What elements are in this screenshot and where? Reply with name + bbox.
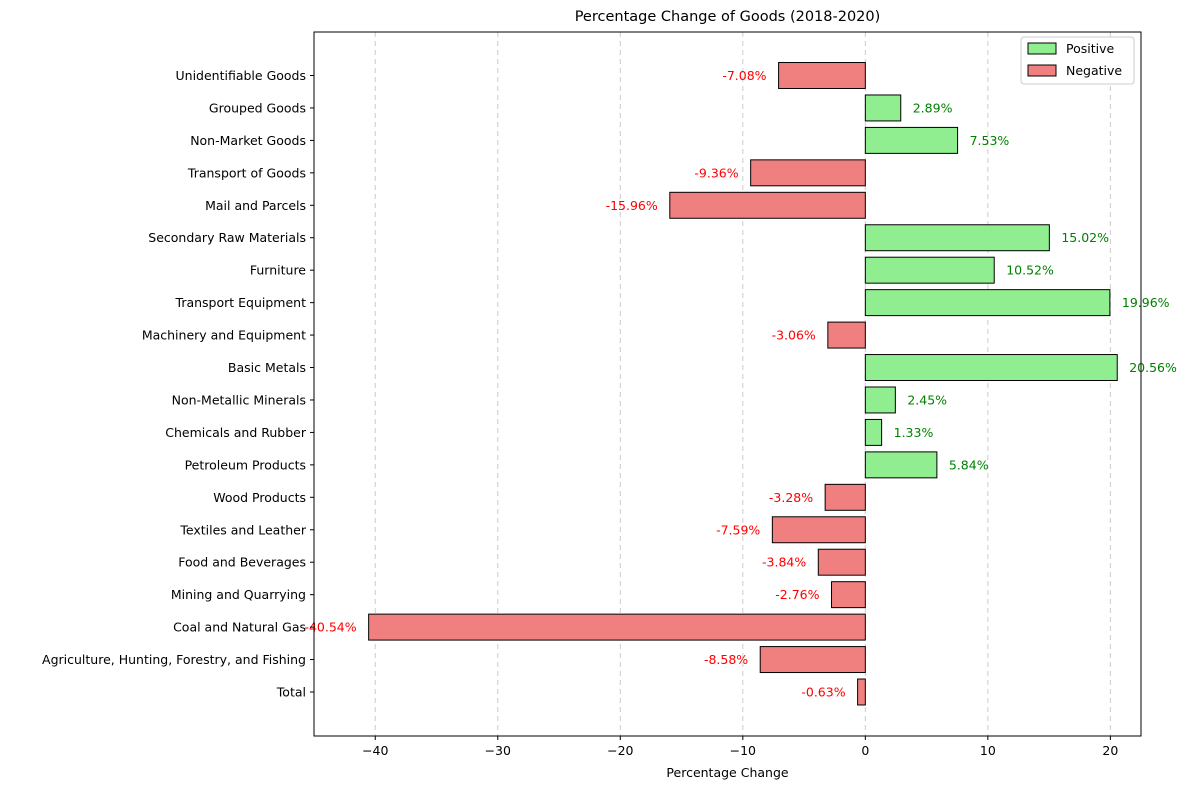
- y-tick-label: Wood Products: [213, 490, 306, 505]
- bar: [857, 678, 866, 706]
- bar: [864, 289, 1111, 317]
- x-tick-label: 10: [980, 743, 996, 758]
- data-label: -8.58%: [704, 652, 748, 667]
- legend: Positive Negative: [1020, 36, 1135, 85]
- bar: [750, 159, 866, 187]
- bar: [864, 354, 1118, 382]
- bar: [824, 483, 866, 511]
- x-tick-label: −20: [607, 743, 633, 758]
- legend-swatch-negative: [1027, 64, 1057, 77]
- y-tick-label: Basic Metals: [228, 360, 306, 375]
- data-label: -3.06%: [772, 328, 816, 343]
- y-tick-label: Secondary Raw Materials: [148, 230, 306, 245]
- data-label: 2.89%: [913, 100, 953, 115]
- plot-frame: [313, 31, 1142, 737]
- bar: [864, 94, 902, 122]
- x-tick-label: −10: [730, 743, 756, 758]
- data-label: -7.59%: [716, 522, 760, 537]
- data-label: -3.84%: [762, 555, 806, 570]
- y-tick-label: Grouped Goods: [209, 100, 306, 115]
- y-tick-label: Non-Market Goods: [190, 133, 306, 148]
- bar: [669, 191, 866, 219]
- data-label: -7.08%: [722, 68, 766, 83]
- legend-label-negative: Negative: [1066, 63, 1122, 78]
- bar: [759, 646, 866, 674]
- bar: [827, 321, 866, 349]
- data-label: 2.45%: [907, 392, 947, 407]
- y-tick-label: Mining and Quarrying: [171, 587, 306, 602]
- y-tick-label: Furniture: [250, 263, 306, 278]
- y-tick-label: Textiles and Leather: [179, 522, 307, 537]
- bar: [864, 418, 883, 446]
- y-axis-ticks: Total Agriculture, Hunting, Forestry, and…: [42, 68, 314, 700]
- bar: [864, 126, 959, 154]
- legend-label-positive: Positive: [1066, 41, 1114, 56]
- data-label: 7.53%: [970, 133, 1010, 148]
- y-tick-label: Petroleum Products: [185, 457, 306, 472]
- data-label: -15.96%: [606, 198, 658, 213]
- x-tick-label: −40: [362, 743, 388, 758]
- y-tick-label: Transport of Goods: [187, 165, 306, 180]
- y-tick-label: Agriculture, Hunting, Forestry, and Fish…: [42, 652, 306, 667]
- x-axis-ticks: −40 −30 −20 −10 0 10 20: [362, 736, 1118, 758]
- bar: [864, 451, 938, 479]
- data-label: -0.63%: [801, 685, 845, 700]
- y-tick-label: Chemicals and Rubber: [165, 425, 307, 440]
- x-tick-label: −30: [485, 743, 511, 758]
- bar: [368, 613, 866, 641]
- data-label: -2.76%: [775, 587, 819, 602]
- x-axis-label: Percentage Change: [666, 765, 788, 780]
- legend-swatch-positive: [1027, 42, 1057, 55]
- bar: [778, 62, 866, 89]
- y-tick-label: Non-Metallic Minerals: [172, 392, 306, 407]
- data-labels: -0.63% -8.58% -40.54% -2.76% -3.84% -7.59% -3.…: [304, 68, 1177, 700]
- chart-title: Percentage Change of Goods (2018-2020): [575, 9, 881, 25]
- bars: [368, 62, 1118, 706]
- y-tick-label: Transport Equipment: [175, 295, 307, 310]
- y-tick-label: Coal and Natural Gas: [173, 620, 306, 635]
- bar: [864, 386, 896, 414]
- data-label: -40.54%: [304, 620, 356, 635]
- y-tick-label: Total: [276, 685, 306, 700]
- x-tick-label: 20: [1102, 743, 1118, 758]
- y-tick-label: Machinery and Equipment: [142, 328, 306, 343]
- data-label: 10.52%: [1006, 263, 1054, 278]
- y-tick-label: Mail and Parcels: [205, 198, 306, 213]
- data-label: 20.56%: [1129, 360, 1177, 375]
- data-label: -3.28%: [769, 490, 813, 505]
- data-label: 19.96%: [1122, 295, 1170, 310]
- y-tick-label: Food and Beverages: [178, 555, 306, 570]
- y-tick-label: Unidentifiable Goods: [176, 68, 307, 83]
- x-tick-label: 0: [861, 743, 869, 758]
- bar: [864, 256, 995, 284]
- bar: [864, 224, 1050, 252]
- data-label: -9.36%: [694, 165, 738, 180]
- data-label: 15.02%: [1061, 230, 1109, 245]
- bar: [771, 516, 866, 544]
- bar: [817, 548, 866, 576]
- data-label: 5.84%: [949, 457, 989, 472]
- bar: [831, 581, 866, 609]
- data-label: 1.33%: [894, 425, 934, 440]
